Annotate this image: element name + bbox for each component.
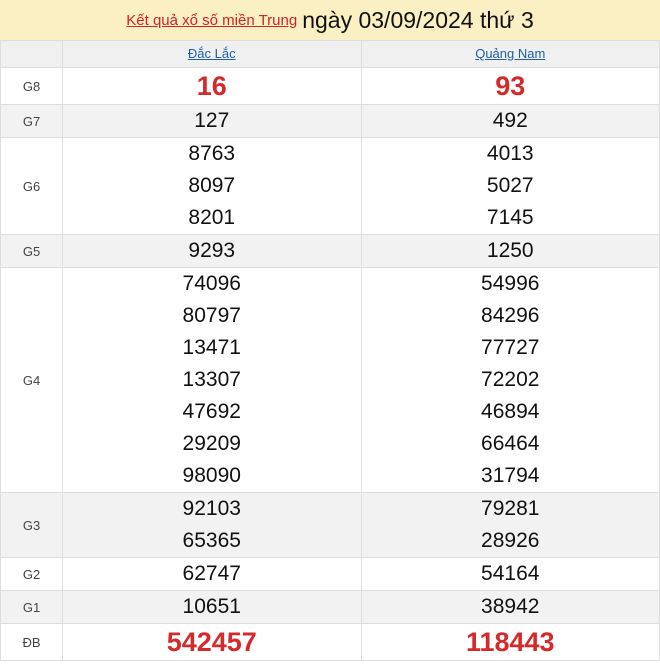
prize-label: G7 [0, 104, 63, 138]
prize-numbers: 9293 [62, 234, 362, 268]
lottery-number: 93 [495, 71, 526, 101]
lottery-number: 92103 [182, 497, 241, 520]
province-link[interactable]: Đắc Lắc [187, 46, 236, 61]
prize-label: G3 [0, 492, 63, 558]
prize-numbers: 92103 65365 [62, 492, 362, 558]
lottery-number: 65365 [182, 529, 241, 552]
province-header: Đắc Lắc [62, 40, 362, 68]
lottery-number: 80797 [182, 304, 241, 327]
lottery-number: 7145 [486, 206, 534, 229]
prize-row: G6 8763 8097 8201 4013 5027 7145 [0, 137, 660, 235]
prize-numbers: 118443 [360, 623, 660, 661]
lottery-number: 1250 [486, 239, 534, 262]
prize-row: G4 74096 80797 13471 13307 47692 29209 98090 549… [0, 267, 660, 493]
province-header: Quảng Nam [360, 40, 660, 68]
page-header: Kết quả xổ số miền Trung ngày 03/09/2024… [0, 0, 660, 40]
prize-numbers: 38942 [360, 590, 660, 624]
lottery-number: 16 [196, 71, 227, 101]
prize-numbers: 4013 5027 7145 [360, 137, 660, 235]
lottery-number: 31794 [481, 464, 540, 487]
lottery-number: 79281 [481, 497, 540, 520]
lottery-number: 62747 [182, 562, 241, 585]
prize-row: G5 9293 1250 [0, 234, 660, 268]
province-link[interactable]: Quảng Nam [475, 46, 546, 61]
lottery-number: 8763 [188, 142, 236, 165]
results-link[interactable]: Kết quả xổ số miền Trung [126, 11, 298, 29]
lottery-number: 542457 [166, 627, 257, 657]
prize-numbers: 79281 28926 [360, 492, 660, 558]
lottery-number: 54164 [481, 562, 540, 585]
prize-label: ĐB [0, 623, 63, 661]
prize-label: G8 [0, 67, 63, 105]
prize-numbers: 16 [62, 67, 362, 105]
prize-label: G1 [0, 590, 63, 624]
lottery-number: 46894 [481, 400, 540, 423]
lottery-number: 98090 [182, 464, 241, 487]
prize-row: G2 62747 54164 [0, 557, 660, 591]
prize-numbers: 74096 80797 13471 13307 47692 29209 98090 [62, 267, 362, 493]
prize-numbers: 127 [62, 104, 362, 138]
lottery-number: 74096 [182, 272, 241, 295]
lottery-number: 77727 [481, 336, 540, 359]
prize-numbers: 54164 [360, 557, 660, 591]
lottery-number: 492 [492, 109, 528, 132]
lottery-number: 10651 [182, 595, 241, 618]
prize-numbers: 8763 8097 8201 [62, 137, 362, 235]
lottery-number: 8097 [188, 174, 236, 197]
lottery-number: 72202 [481, 368, 540, 391]
prize-numbers: 54996 84296 77727 72202 46894 66464 31794 [360, 267, 660, 493]
lottery-number: 28926 [481, 529, 540, 552]
lottery-number: 29209 [182, 432, 241, 455]
prize-label: G6 [0, 137, 63, 235]
prize-label: G2 [0, 557, 63, 591]
lottery-number: 9293 [188, 239, 236, 262]
prize-numbers: 1250 [360, 234, 660, 268]
lottery-number: 5027 [486, 174, 534, 197]
prize-row: ĐB 542457 118443 [0, 623, 660, 661]
lottery-number: 38942 [481, 595, 540, 618]
lottery-number: 54996 [481, 272, 540, 295]
prize-label: G5 [0, 234, 63, 268]
prize-numbers: 10651 [62, 590, 362, 624]
prize-numbers: 93 [360, 67, 660, 105]
prize-row: G1 10651 38942 [0, 590, 660, 624]
prize-row: G8 16 93 [0, 67, 660, 105]
prize-numbers: 492 [360, 104, 660, 138]
draw-date: ngày 03/09/2024 thứ 3 [302, 6, 534, 33]
lottery-number: 47692 [182, 400, 241, 423]
prize-col-header [0, 40, 63, 68]
results-table: Đắc Lắc Quảng Nam G8 16 93 G7 127 492 G6 8763 80… [0, 40, 660, 661]
lottery-number: 8201 [188, 206, 236, 229]
lottery-number: 84296 [481, 304, 540, 327]
prize-row: G7 127 492 [0, 104, 660, 138]
prize-numbers: 62747 [62, 557, 362, 591]
lottery-number: 127 [194, 109, 230, 132]
lottery-number: 66464 [481, 432, 540, 455]
lottery-number: 118443 [465, 627, 555, 657]
lottery-number: 13471 [182, 336, 241, 359]
prize-label: G4 [0, 267, 63, 493]
lottery-number: 4013 [486, 142, 534, 165]
prize-row: G3 92103 65365 79281 28926 [0, 492, 660, 558]
prize-numbers: 542457 [62, 623, 362, 661]
lottery-number: 13307 [182, 368, 241, 391]
